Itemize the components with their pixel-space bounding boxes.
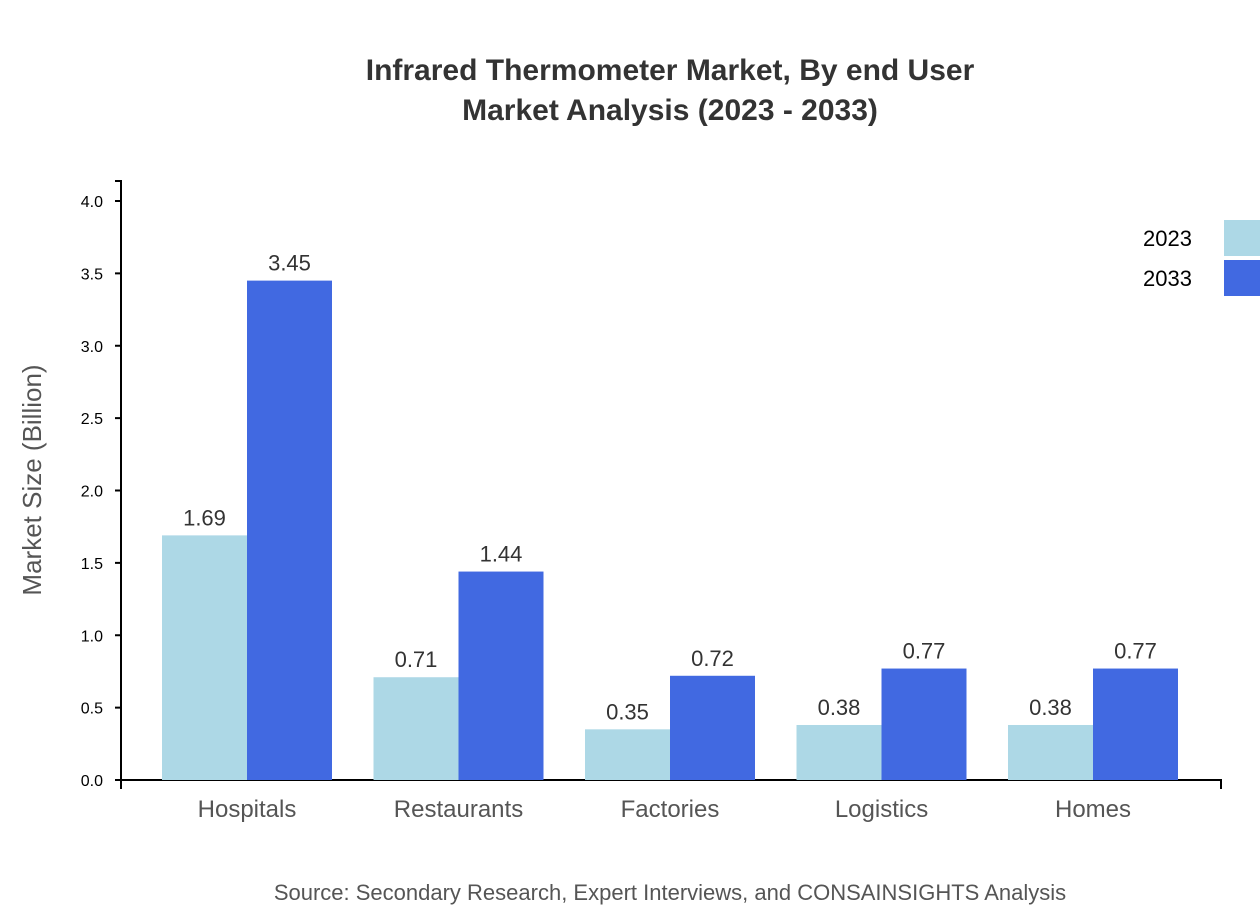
x-tick-label: Factories: [621, 796, 720, 823]
y-tick-label: 3.0: [81, 339, 103, 356]
y-tick-label: 3.5: [81, 266, 103, 283]
x-tick-label: Homes: [1055, 796, 1131, 823]
x-tick-label: Hospitals: [198, 796, 297, 823]
data-label: 0.72: [691, 646, 734, 671]
x-tick-label: Restaurants: [394, 796, 523, 823]
chart-title-line-2: Market Analysis (2023 - 2033): [462, 94, 878, 127]
bar-2023-hospitals: [162, 535, 247, 780]
data-label: 1.44: [480, 542, 523, 567]
legend-swatch-2023: [1224, 220, 1260, 256]
legend-label: 2023: [1143, 226, 1192, 251]
legend-swatch-2033: [1224, 260, 1260, 296]
source-note: Source: Secondary Research, Expert Inter…: [274, 880, 1066, 905]
bar-2023-restaurants: [373, 677, 459, 780]
bar-2023-factories: [585, 729, 670, 780]
x-axis-line: [120, 779, 1222, 789]
bar-2033-factories: [670, 675, 755, 780]
data-label: 0.77: [1114, 639, 1157, 664]
legend-label: 2033: [1143, 266, 1192, 291]
bar-2033-restaurants: [458, 571, 544, 780]
bar-2033-hospitals: [247, 280, 332, 780]
data-label: 3.45: [268, 251, 311, 276]
y-tick-label: 2.0: [81, 484, 103, 501]
y-tick-label: 1.5: [81, 556, 103, 573]
y-tick-label: 4.0: [81, 194, 103, 211]
data-label: 0.38: [1029, 695, 1072, 720]
data-label: 0.71: [395, 647, 438, 672]
data-label: 0.35: [606, 699, 649, 724]
y-tick-label: 2.5: [81, 411, 103, 428]
data-label: 0.38: [818, 695, 861, 720]
data-label: 1.69: [183, 505, 226, 530]
bar-2033-logistics: [881, 668, 967, 780]
y-tick-label: 1.0: [81, 628, 103, 645]
bar-2033-homes: [1093, 668, 1178, 780]
bar-2023-homes: [1008, 724, 1093, 780]
y-axis-label: Market Size (Billion): [17, 364, 47, 595]
chart-title-line-1: Infrared Thermometer Market, By end User: [366, 54, 975, 87]
x-tick-label: Logistics: [835, 796, 928, 823]
y-tick-label: 0.5: [81, 701, 103, 718]
y-tick-label: 0.0: [81, 773, 103, 790]
y-axis-line: [115, 180, 122, 781]
data-label: 0.77: [903, 639, 946, 664]
bar-2023-logistics: [796, 724, 882, 780]
